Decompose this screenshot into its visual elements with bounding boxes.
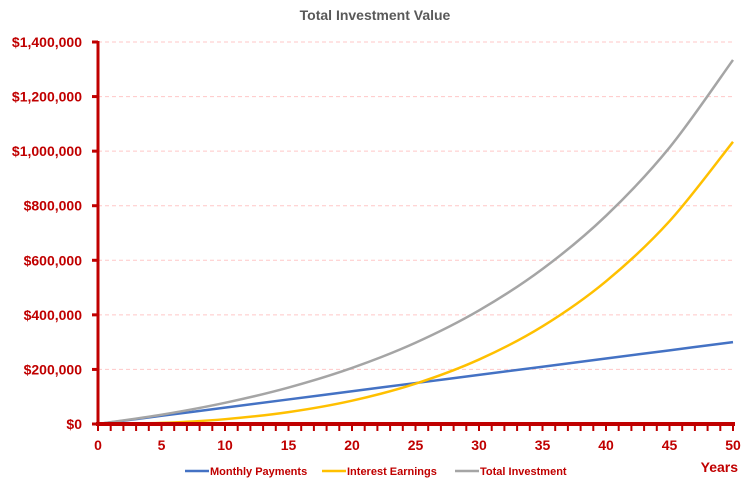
x-tick-label: 10 — [217, 437, 233, 453]
x-tick-label: 20 — [344, 437, 360, 453]
series-line-total-investment — [97, 59, 735, 426]
y-tick-label: $1,000,000 — [12, 143, 82, 159]
legend-item-monthly-payments: Monthly Payments — [185, 466, 307, 478]
y-tick-label: $600,000 — [24, 252, 83, 268]
legend-label: Monthly Payments — [210, 466, 307, 478]
y-tick-label: $1,200,000 — [12, 89, 82, 105]
chart-title: Total Investment Value — [300, 7, 451, 23]
y-tick-label: $0 — [66, 416, 82, 432]
y-tick-label: $400,000 — [24, 307, 83, 323]
y-tick-label: $1,400,000 — [12, 34, 82, 50]
legend-item-total-investment: Total Investment — [455, 466, 567, 478]
x-tick-label: 5 — [158, 437, 166, 453]
x-axis-label: Years — [701, 459, 739, 475]
legend-label: Interest Earnings — [347, 466, 437, 478]
x-tick-label: 40 — [598, 437, 614, 453]
y-tick-label: $200,000 — [24, 361, 83, 377]
series-line-interest-earnings — [97, 141, 734, 426]
x-tick-label: 15 — [281, 437, 297, 453]
x-tick-label: 25 — [408, 437, 424, 453]
legend-label: Total Investment — [480, 466, 567, 478]
y-tick-label: $800,000 — [24, 198, 83, 214]
x-tick-label: 45 — [662, 437, 678, 453]
x-tick-label: 35 — [535, 437, 551, 453]
x-tick-label: 30 — [471, 437, 487, 453]
x-tick-label: 50 — [725, 437, 741, 453]
x-tick-label: 0 — [94, 437, 102, 453]
legend-item-interest-earnings: Interest Earnings — [322, 466, 437, 478]
